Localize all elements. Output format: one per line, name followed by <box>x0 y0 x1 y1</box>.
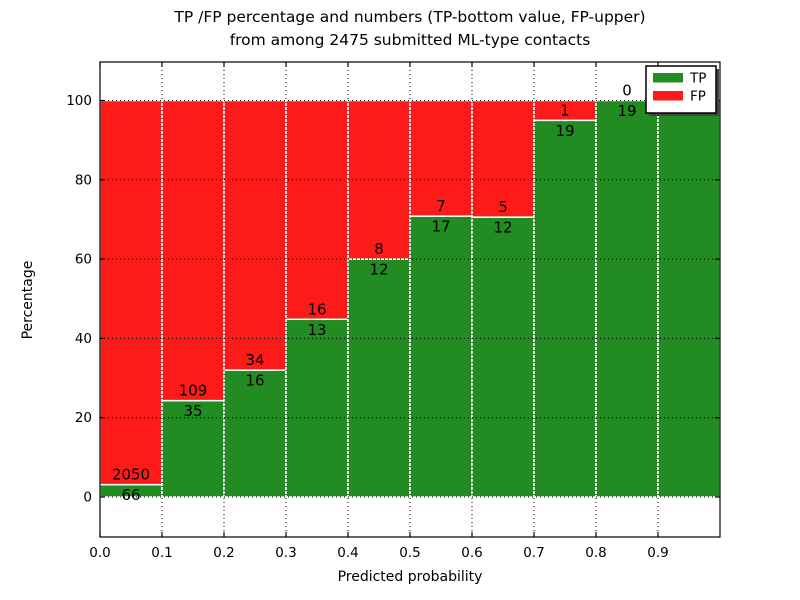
bar-3-tp-segment <box>285 318 349 498</box>
bar-7-tp-segment <box>533 119 597 498</box>
x-tick-label: 0.6 <box>461 545 482 561</box>
x-tick-label: 0.8 <box>585 545 606 561</box>
bar-8-tp-segment <box>595 99 659 498</box>
x-tick-label: 0.9 <box>647 545 668 561</box>
chart-title-line1: TP /FP percentage and numbers (TP-bottom… <box>174 8 646 26</box>
bar-6-fp-segment <box>471 99 535 218</box>
bar-6-tp-count-label: 12 <box>493 219 512 237</box>
x-tick-label: 0.7 <box>523 545 544 561</box>
bar-4-fp-count-label: 8 <box>374 240 384 258</box>
bar-2-fp-count-label: 34 <box>245 351 264 369</box>
legend-fp-label: FP <box>690 89 706 105</box>
x-tick-label: 0.1 <box>151 545 172 561</box>
y-tick-label: 20 <box>75 410 92 426</box>
x-tick-label: 0.3 <box>275 545 296 561</box>
bar-1-fp-count-label: 109 <box>179 382 208 400</box>
x-tick-label: 0.5 <box>399 545 420 561</box>
bar-4-fp-segment <box>347 99 411 260</box>
bar-8-fp-count-label: 0 <box>622 82 632 100</box>
y-tick-label: 80 <box>75 172 92 188</box>
x-tick-label: 0.2 <box>213 545 234 561</box>
bar-0-fp-segment <box>99 99 163 486</box>
y-tick-label: 0 <box>83 490 92 506</box>
bar-7-fp-count-label: 1 <box>560 101 570 119</box>
legend-fp-swatch <box>653 91 683 101</box>
x-tick-label: 0.4 <box>337 545 358 561</box>
bar-1-tp-count-label: 35 <box>183 402 202 420</box>
legend-tp-swatch <box>653 73 683 83</box>
y-axis-label: Percentage <box>20 260 36 340</box>
y-tick-label: 60 <box>75 252 92 268</box>
bar-5-fp-segment <box>409 99 473 217</box>
bar-6-tp-segment <box>471 216 535 498</box>
bar-0-tp-count-label: 66 <box>121 486 140 504</box>
bar-7-tp-count-label: 19 <box>555 122 574 140</box>
bar-2-fp-segment <box>223 99 287 371</box>
x-tick-label: 0.0 <box>89 545 110 561</box>
bar-5-tp-segment <box>409 215 473 498</box>
bar-2-tp-count-label: 16 <box>245 372 264 390</box>
legend-tp-label: TP <box>689 71 706 87</box>
bar-4-tp-count-label: 12 <box>369 261 388 279</box>
bar-1-fp-segment <box>161 99 225 402</box>
bar-5-fp-count-label: 7 <box>436 197 446 215</box>
chart-title: TP /FP percentage and numbers (TP-bottom… <box>20 6 800 52</box>
bar-9-tp-segment <box>657 99 721 498</box>
bar-5-tp-count-label: 17 <box>431 218 450 236</box>
bar-0-fp-count-label: 2050 <box>112 466 150 484</box>
y-tick-label: 40 <box>75 331 92 347</box>
bar-1-tp-segment <box>161 399 225 498</box>
bar-6-fp-count-label: 5 <box>498 198 508 216</box>
x-axis-label: Predicted probability <box>337 569 483 585</box>
bar-3-fp-segment <box>285 99 349 321</box>
bar-4-tp-segment <box>347 258 411 498</box>
bar-8-tp-count-label: 19 <box>617 102 636 120</box>
chart-title-line2: from among 2475 submitted ML-type contac… <box>229 31 591 49</box>
bar-3-fp-count-label: 16 <box>307 300 326 318</box>
bar-3-tp-count-label: 13 <box>307 321 326 339</box>
y-tick-label: 100 <box>66 93 92 109</box>
